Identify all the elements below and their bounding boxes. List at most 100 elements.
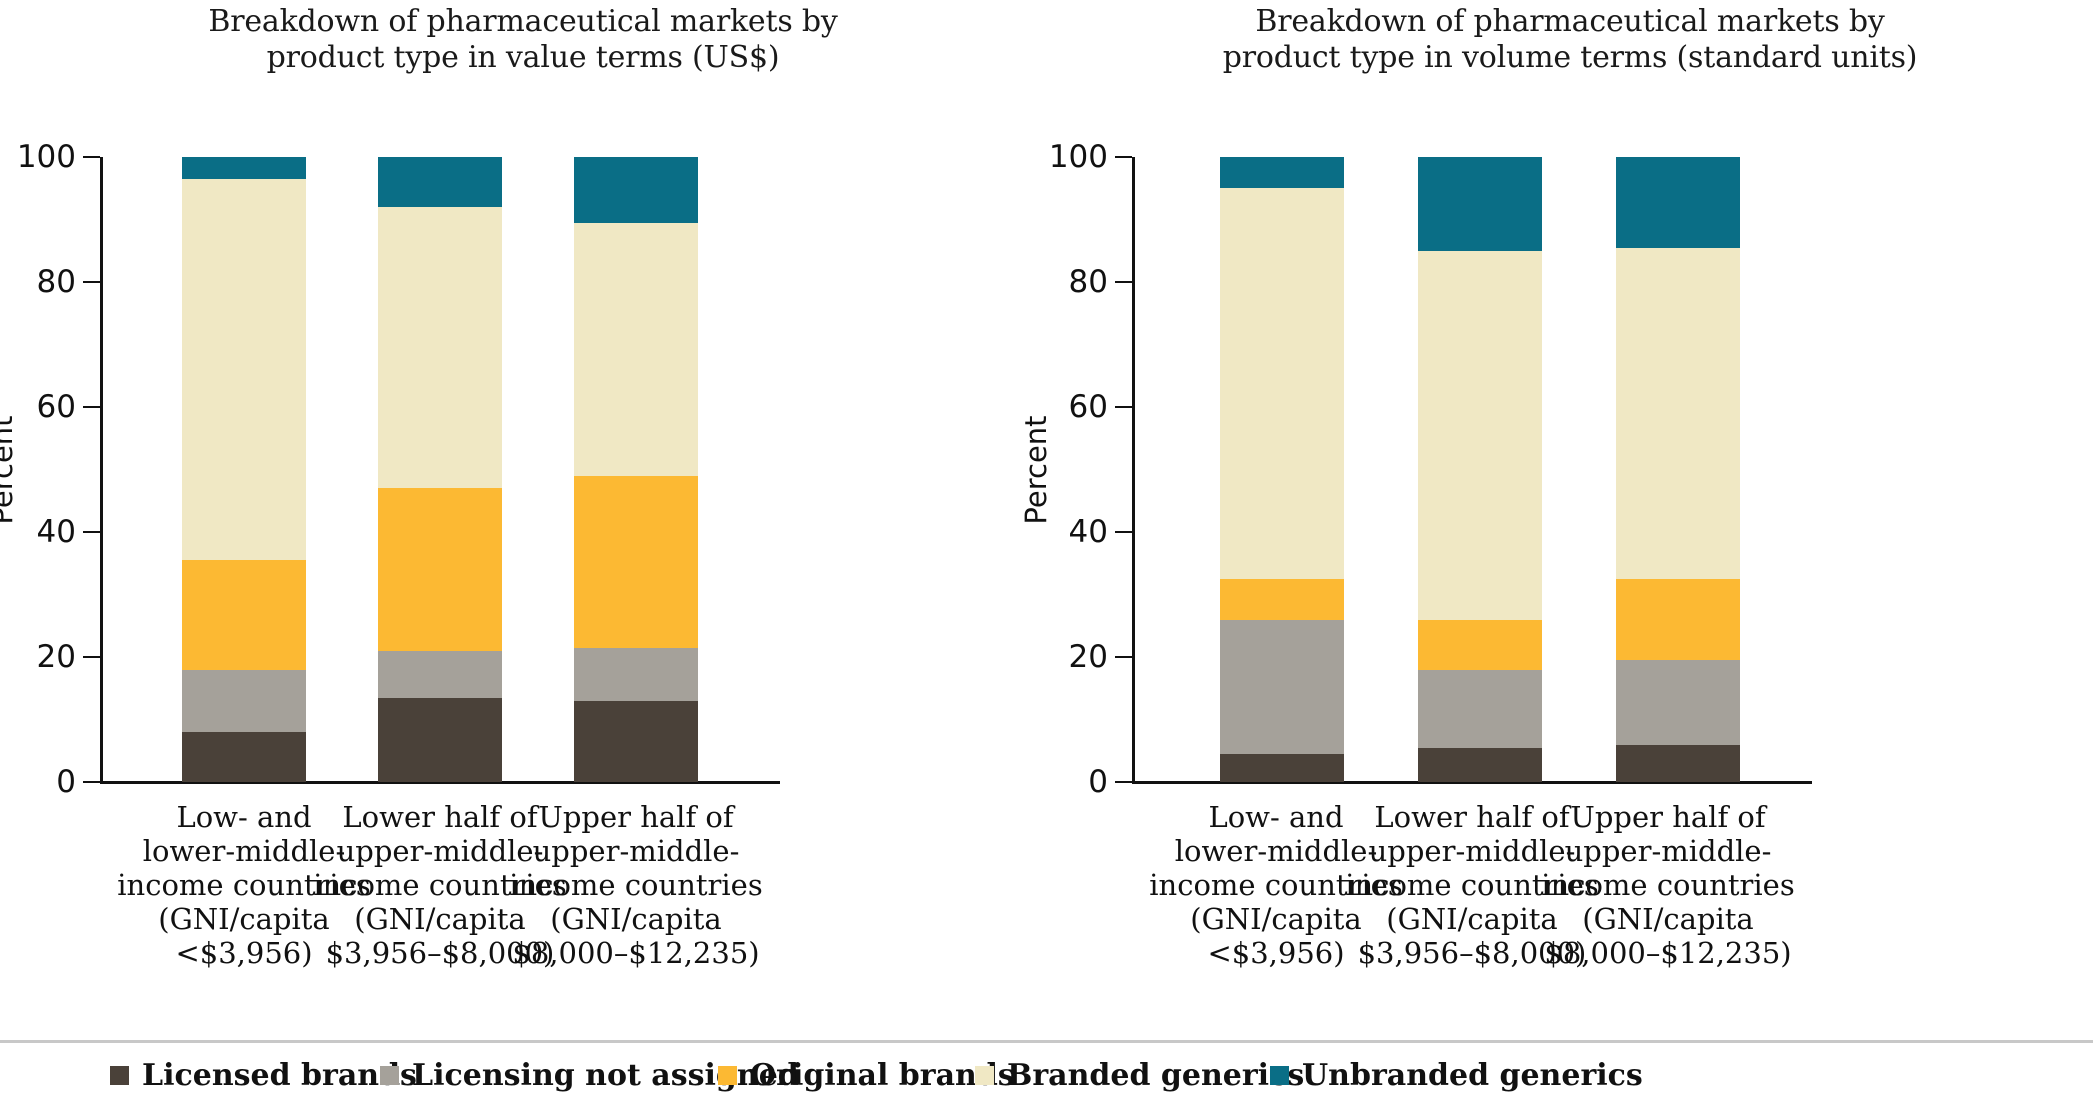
category-label-line: (GNI/capita [1190,902,1362,936]
bar-segment[interactable] [182,560,306,670]
bar-segment[interactable] [182,178,306,561]
y-axis-title: Percent [0,414,19,525]
y-tick-label: 40 [36,514,76,550]
y-axis-line [1132,157,1135,782]
legend-swatch-icon [975,1065,994,1085]
stacked-bar[interactable] [1616,157,1740,782]
y-tick-mark [83,406,100,408]
bar-segment[interactable] [182,157,306,179]
panel-title-volume: Breakdown of pharmaceutical markets by p… [1047,4,2093,76]
category-label-line: upper-middle- [532,834,740,868]
category-label: Lower half of upper-middle-income countri… [1342,800,1602,970]
bar-segment[interactable] [1418,157,1542,251]
legend-label: Licensed brands [142,1057,417,1093]
category-label-line: (GNI/capita [1582,902,1754,936]
category-label-line: Low- and [1208,800,1344,834]
x-axis-line [1132,781,1812,784]
category-label-line: <$3,956) [1207,936,1345,970]
category-label-line: (GNI/capita [550,902,722,936]
y-tick-mark [83,531,100,533]
y-tick-label: 60 [36,389,76,425]
y-axis-line [100,157,103,782]
stacked-bar[interactable] [574,157,698,782]
category-label: Lower half of upper-middle-income countri… [310,800,570,970]
category-label-line: lower-middle- [142,834,346,868]
bar-segment[interactable] [1616,247,1740,579]
bar-segment[interactable] [574,700,698,782]
bar-segment[interactable] [1220,188,1344,579]
legend-swatch-icon [380,1065,399,1085]
legend-label: Original brands [750,1057,1015,1093]
legend-swatch-icon [718,1065,737,1085]
bar-segment[interactable] [1418,619,1542,670]
category-label-line: income countries [1345,868,1599,902]
bar-segment[interactable] [1220,753,1344,782]
bar-segment[interactable] [574,222,698,476]
panel-title-line: product type in volume terms (standard u… [1222,40,1918,75]
y-tick-mark [1115,281,1132,283]
bar-segment[interactable] [574,157,698,223]
category-label-line: (GNI/capita [354,902,526,936]
category-label-line: (GNI/capita [1386,902,1558,936]
bar-segment[interactable] [574,647,698,701]
legend-item[interactable]: Branded generics [975,1052,1304,1098]
bar-group-volume [1132,157,1812,782]
category-label-line: Upper half of [1570,800,1766,834]
category-label-line: upper-middle- [1368,834,1576,868]
bar-segment[interactable] [1616,660,1740,745]
stacked-bar[interactable] [1418,157,1542,782]
category-label: Upper half of upper-middle-income countri… [1538,800,1798,970]
category-labels-value: Low- and lower-middle-income countries (GN… [100,800,780,1000]
bar-segment[interactable] [1418,250,1542,620]
stacked-bar[interactable] [378,157,502,782]
panel-title-value: Breakdown of pharmaceutical markets by p… [0,4,1046,76]
bar-segment[interactable] [1220,157,1344,189]
y-tick-label: 20 [36,639,76,675]
legend-item[interactable]: Unbranded generics [1270,1052,1643,1098]
bar-segment[interactable] [1220,619,1344,754]
x-axis-line [100,781,780,784]
bar-segment[interactable] [378,207,502,489]
bar-segment[interactable] [182,732,306,782]
category-label-line: lower-middle- [1174,834,1378,868]
y-tick-label: 20 [1068,639,1108,675]
category-label-line: upper-middle- [336,834,544,868]
y-tick-mark [83,781,100,783]
bar-segment[interactable] [378,650,502,698]
category-label-line: Upper half of [538,800,734,834]
category-label-line: Lower half of [342,800,538,834]
bar-segment[interactable] [1220,578,1344,620]
bar-segment[interactable] [1616,157,1740,248]
y-tick-mark [1115,531,1132,533]
category-label-line: income countries [509,868,763,902]
legend-item[interactable]: Licensed brands [110,1052,417,1098]
stacked-bar[interactable] [182,157,306,782]
category-label-line: Low- and [176,800,312,834]
bar-segment[interactable] [378,157,502,207]
panel-title-line: Breakdown of pharmaceutical markets by [208,4,838,39]
bar-segment[interactable] [1418,669,1542,748]
category-label-line: income countries [313,868,567,902]
category-label: Low- and lower-middle-income countries (GN… [114,800,374,970]
y-tick-mark [1115,781,1132,783]
y-tick-mark [1115,406,1132,408]
plot-area-value: Percent 100 80 60 40 20 0 [0,139,780,800]
bar-segment[interactable] [574,475,698,648]
bar-segment[interactable] [1616,744,1740,782]
category-label: Low- and lower-middle-income countries (GN… [1146,800,1406,970]
stacked-bar[interactable] [1220,157,1344,782]
bar-segment[interactable] [378,697,502,782]
bar-segment[interactable] [1418,747,1542,782]
bar-segment[interactable] [1616,578,1740,661]
legend-swatch-icon [1270,1065,1289,1085]
bar-segment[interactable] [378,488,502,651]
y-tick-label: 80 [36,264,76,300]
legend: Licensed brands Licensing not assigned Ori… [0,1052,2093,1104]
legend-label: Branded generics [1007,1057,1305,1093]
bar-segment[interactable] [182,669,306,732]
category-label-line: $3,956–$8,000) [325,936,555,970]
y-tick-label: 0 [56,764,76,800]
y-tick-label: 60 [1068,389,1108,425]
legend-item[interactable]: Original brands [718,1052,1015,1098]
